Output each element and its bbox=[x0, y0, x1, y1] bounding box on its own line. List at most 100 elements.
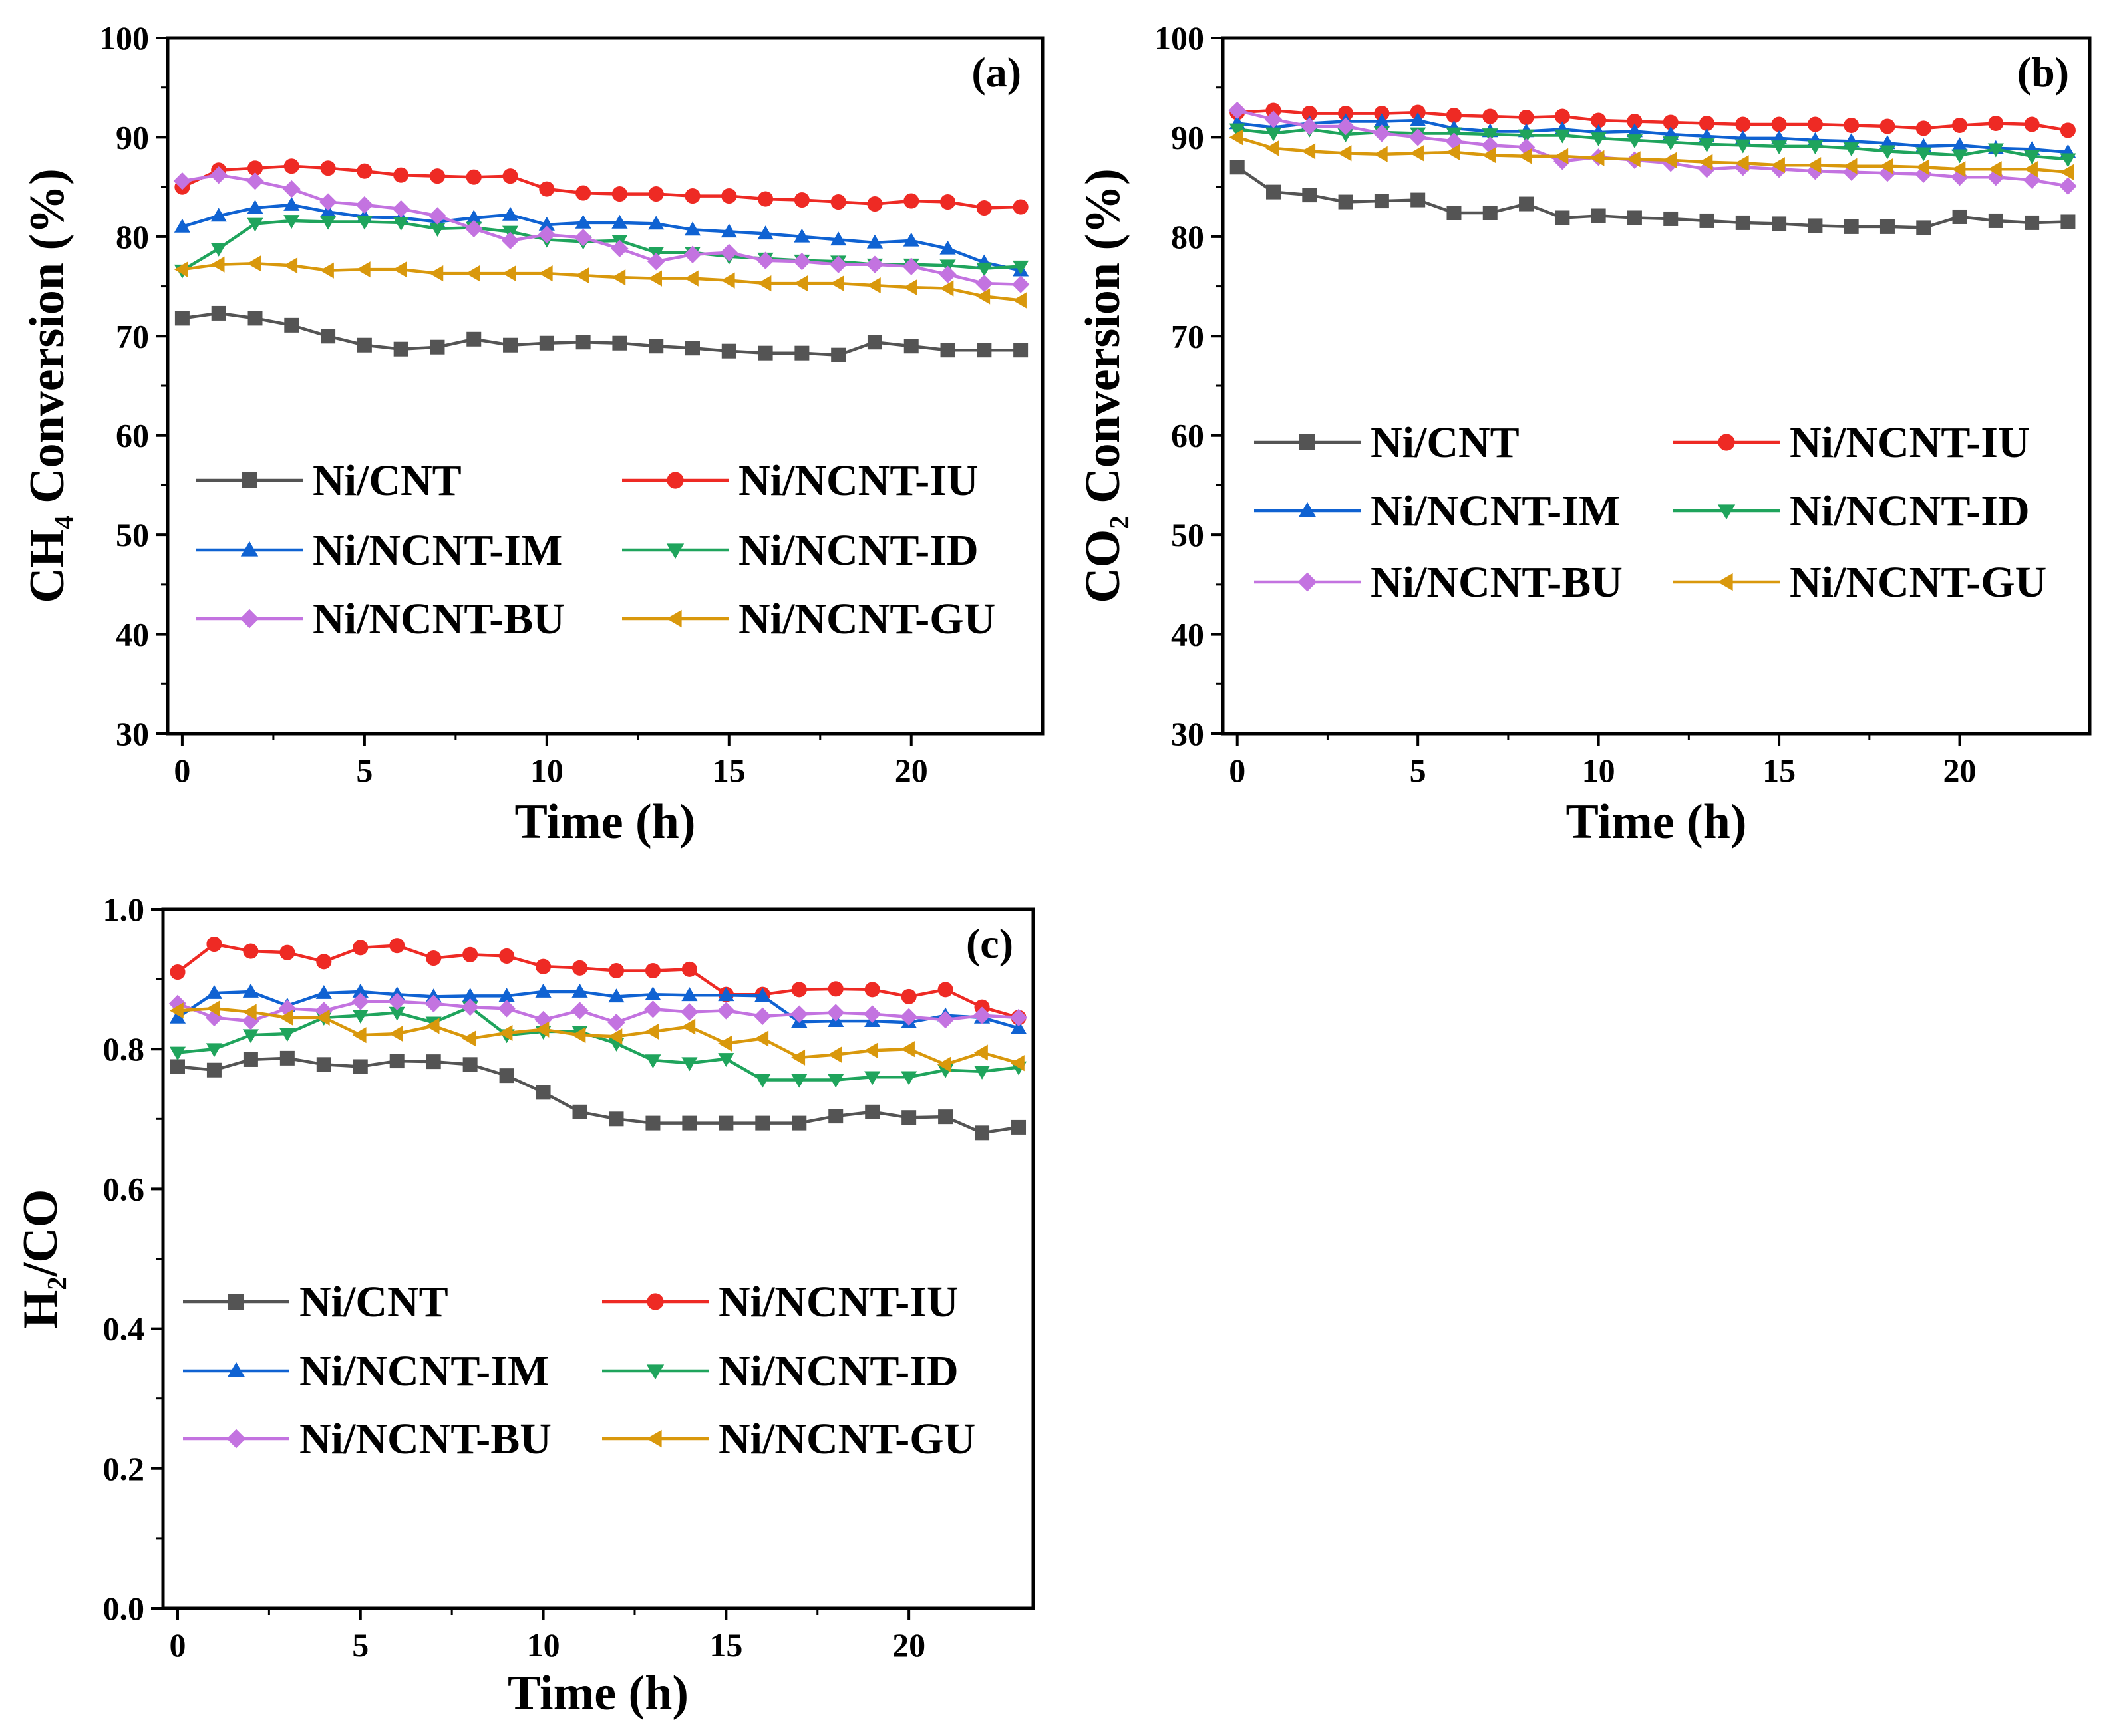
x-tick-label: 0 bbox=[174, 752, 190, 789]
data-point bbox=[393, 167, 409, 183]
data-point bbox=[718, 1035, 732, 1052]
data-point bbox=[284, 317, 299, 333]
data-point bbox=[1338, 194, 1353, 210]
data-point bbox=[174, 311, 190, 326]
data-point bbox=[1010, 1020, 1027, 1034]
data-point bbox=[1518, 129, 1535, 144]
data-point bbox=[466, 331, 482, 347]
data-point bbox=[973, 1066, 991, 1080]
data-point bbox=[2024, 150, 2040, 164]
data-point bbox=[320, 160, 336, 176]
legend-marker bbox=[226, 1429, 246, 1449]
data-point bbox=[502, 206, 519, 221]
legend-marker bbox=[667, 472, 684, 489]
data-point bbox=[210, 166, 228, 184]
data-point bbox=[864, 1071, 881, 1085]
y-tick-label: 0.6 bbox=[103, 1170, 145, 1207]
data-point bbox=[170, 964, 186, 980]
data-point bbox=[315, 1009, 330, 1026]
data-point bbox=[827, 1004, 845, 1022]
data-point bbox=[2024, 161, 2038, 178]
series-Ni/NCNT-GU bbox=[1229, 129, 2074, 180]
data-point bbox=[283, 257, 298, 274]
data-point bbox=[1844, 219, 1859, 234]
data-point bbox=[169, 1046, 186, 1061]
data-point bbox=[1591, 112, 1607, 128]
data-point bbox=[1843, 142, 1860, 156]
data-point bbox=[681, 961, 697, 977]
data-point bbox=[2023, 171, 2041, 189]
x-tick-label: 0 bbox=[1229, 752, 1245, 789]
data-point bbox=[644, 1000, 662, 1018]
series-line bbox=[1237, 118, 2068, 154]
legend-label: Ni/NCNT-IM bbox=[313, 526, 562, 575]
data-point bbox=[939, 194, 956, 210]
data-point bbox=[758, 345, 773, 361]
data-point bbox=[279, 1009, 293, 1026]
data-point bbox=[278, 1000, 297, 1018]
legend-entry: Ni/NCNT-BU bbox=[1254, 558, 1623, 607]
legend-marker bbox=[227, 1362, 245, 1377]
series-Ni/NCNT-ID bbox=[174, 215, 1029, 279]
data-point bbox=[719, 1115, 734, 1131]
data-point bbox=[498, 1000, 516, 1018]
data-point bbox=[539, 181, 555, 197]
data-point bbox=[1915, 165, 1933, 183]
y-axis-label: CO2 Conversion (%) bbox=[1076, 168, 1134, 603]
data-point bbox=[612, 335, 627, 351]
data-point bbox=[1915, 159, 1930, 176]
data-point bbox=[1446, 108, 1462, 124]
data-point bbox=[975, 1125, 990, 1141]
data-point bbox=[720, 243, 738, 261]
legend-label: Ni/NCNT-BU bbox=[313, 595, 565, 643]
data-point bbox=[681, 987, 698, 1002]
y-tick-label: 50 bbox=[116, 516, 149, 553]
data-point bbox=[1915, 147, 1932, 162]
data-point bbox=[1013, 343, 1029, 358]
chart-panel-0: 0 5 10 15 20 30 40 50 60 70 80 90 100 Time (h) CH4 Con… bbox=[20, 19, 1045, 849]
y-tick-label: 50 bbox=[1171, 516, 1204, 553]
data-point bbox=[794, 228, 810, 243]
data-point bbox=[247, 200, 263, 214]
data-point bbox=[462, 1057, 478, 1072]
data-point bbox=[899, 1008, 918, 1026]
x-tick-label: 5 bbox=[356, 752, 373, 789]
data-point bbox=[1229, 129, 1243, 146]
y-tick-label: 70 bbox=[116, 317, 149, 355]
series-Ni/NCNT-BU bbox=[1228, 101, 2077, 195]
series-Ni/NCNT-BU bbox=[168, 992, 1028, 1032]
data-point bbox=[243, 943, 259, 959]
data-point bbox=[1265, 102, 1281, 118]
data-point bbox=[1408, 128, 1427, 146]
data-point bbox=[465, 219, 483, 238]
data-point bbox=[389, 938, 405, 954]
data-point bbox=[429, 223, 446, 237]
data-point bbox=[247, 160, 263, 176]
data-point bbox=[1843, 158, 1858, 174]
data-point bbox=[571, 983, 588, 998]
legend-marker bbox=[1718, 434, 1735, 451]
data-point bbox=[466, 210, 482, 224]
data-point bbox=[1627, 113, 1643, 130]
data-point bbox=[1410, 112, 1426, 126]
data-point bbox=[279, 1050, 295, 1066]
legend-label: Ni/NCNT-IM bbox=[299, 1347, 549, 1395]
data-point bbox=[356, 261, 371, 278]
data-point bbox=[466, 169, 482, 185]
data-point bbox=[973, 1044, 988, 1061]
data-point bbox=[389, 1006, 405, 1021]
x-tick-label: 5 bbox=[352, 1626, 369, 1664]
data-point bbox=[1735, 215, 1750, 230]
data-point bbox=[607, 1014, 625, 1032]
data-point bbox=[973, 1006, 991, 1024]
data-point bbox=[393, 261, 407, 278]
data-point bbox=[866, 234, 884, 249]
data-point bbox=[388, 992, 406, 1010]
series-Ni/NCNT-GU bbox=[174, 255, 1027, 309]
data-point bbox=[247, 311, 263, 326]
data-point bbox=[608, 962, 625, 979]
data-point bbox=[571, 960, 588, 976]
legend-label: Ni/NCNT-IM bbox=[1371, 487, 1620, 535]
data-point bbox=[206, 985, 223, 999]
data-point bbox=[1013, 292, 1027, 309]
